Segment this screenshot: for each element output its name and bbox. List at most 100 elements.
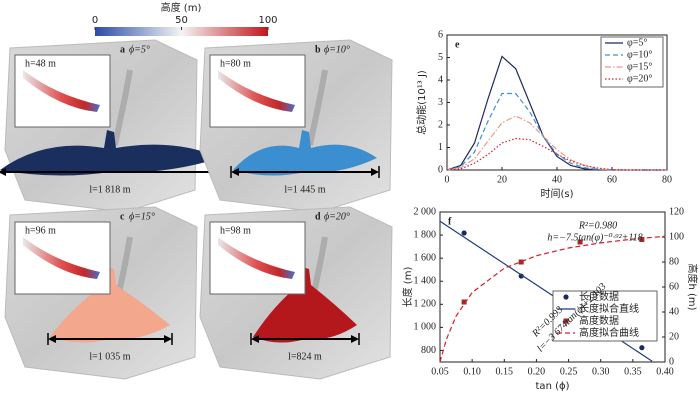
x-tick-label: 0.05 [431, 366, 449, 377]
inset [14, 221, 111, 295]
y-tick-label: 4 [438, 74, 443, 85]
inset-height: h=80 m [220, 58, 251, 69]
panel-angle: ϕ=10° [324, 44, 350, 55]
colorbar-tick-label: 100 [258, 15, 277, 26]
panel-angle: ϕ=5° [129, 44, 150, 55]
x-tick-label: 60 [607, 174, 617, 185]
legend-label: φ=20° [627, 73, 652, 84]
inset-streak [23, 237, 100, 279]
legend-label: 高度数据 [579, 314, 619, 327]
y-tick-label: 800 [421, 345, 436, 356]
deposit [253, 267, 357, 343]
x-tick-label: 80 [662, 174, 672, 185]
y-tick-label: 1 400 [414, 276, 437, 287]
y2-tick-label: 40 [669, 306, 679, 317]
y-tick-label: 3 [438, 97, 443, 108]
inset-height: h=98 m [220, 225, 251, 236]
panel-angle: ϕ=15° [129, 211, 155, 222]
series-line [446, 115, 667, 171]
length-label: l=1 445 m [284, 184, 325, 195]
data-point [518, 273, 524, 279]
length-label: l=824 m [288, 351, 322, 362]
x-tick-label: 0.15 [496, 366, 514, 377]
inset [209, 221, 306, 295]
deposit [233, 130, 377, 176]
y-tick-label: 1 000 [414, 322, 437, 333]
colorbar-tick-label: 50 [175, 15, 188, 26]
inset-height: h=48 m [25, 58, 56, 69]
annotation: R²=0.980 [578, 220, 617, 231]
legend-box [552, 290, 658, 342]
legend-box [600, 36, 664, 88]
legend-marker [563, 294, 569, 300]
channel [112, 69, 133, 146]
panel-angle: ϕ=20° [324, 211, 350, 222]
legend-label: φ=15° [627, 61, 652, 72]
y2-axis-label: 高度h (m) [686, 263, 699, 310]
data-point [577, 239, 583, 245]
y-tick-label: 2 [438, 119, 443, 130]
legend-label: 长度数据 [579, 290, 619, 303]
legend-label: φ=5° [627, 37, 647, 48]
x-tick-label: 0.40 [656, 366, 674, 377]
data-point [518, 259, 524, 265]
y-tick-label: 6 [438, 29, 443, 40]
x-tick-label: 0 [445, 174, 450, 185]
data-point [639, 345, 645, 351]
y-tick-label: 1 600 [414, 252, 437, 263]
inset-height: h=96 m [25, 225, 56, 236]
legend-label: 长度拟合直线 [579, 302, 639, 315]
annotation: h=−7.5tan(φ)⁻⁰·⁹²+118 [547, 232, 642, 243]
colorbar [95, 27, 268, 36]
inset-streak [218, 237, 295, 279]
x-axis-label: 时间(s) [540, 187, 573, 200]
y-tick-label: 1 [438, 142, 443, 153]
y-tick-label: 1 800 [414, 229, 437, 240]
x-tick-label: 40 [552, 174, 562, 185]
y-tick-label: 2 000 [414, 206, 437, 217]
series-line [439, 235, 666, 363]
panel-letter: f [448, 216, 452, 227]
panel-letter: d [315, 211, 321, 222]
series-line [446, 137, 667, 171]
x-tick-label: 0.10 [463, 366, 481, 377]
inset [209, 54, 306, 128]
data-point [461, 299, 467, 305]
y2-tick-label: 0 [669, 356, 674, 367]
inset-streak [23, 70, 100, 112]
y-axis-label: 总动能(10¹³ J) [415, 70, 428, 135]
y2-tick-label: 20 [669, 331, 679, 342]
y-axis-label: 长度 (m) [401, 267, 414, 308]
panel-letter: b [315, 44, 321, 55]
legend-label: 高度拟合曲线 [579, 326, 639, 339]
y-tick-label: 0 [438, 164, 443, 175]
panel-letter: c [120, 211, 125, 222]
deposit [0, 130, 220, 176]
y-tick-label: 1 200 [414, 299, 437, 310]
deposit [50, 267, 170, 343]
y2-tick-label: 60 [669, 281, 679, 292]
x-tick-label: 0.30 [592, 366, 610, 377]
channel [307, 69, 328, 146]
y2-tick-label: 120 [669, 206, 684, 217]
colorbar-tick-label: 0 [92, 15, 98, 26]
length-label: l=1 818 m [89, 184, 130, 195]
panel-letter: a [120, 44, 125, 55]
legend-label: φ=10° [627, 49, 652, 60]
legend-marker [563, 318, 569, 324]
inset [14, 54, 111, 128]
x-tick-label: 20 [497, 174, 507, 185]
inset-streak [218, 70, 295, 112]
x-tick-label: 0.35 [624, 366, 642, 377]
x-tick-label: 0.20 [528, 366, 546, 377]
x-axis-label: tan (ϕ) [536, 381, 570, 392]
length-label: l=1 035 m [89, 351, 130, 362]
series-line [446, 92, 667, 171]
panel-letter: e [455, 39, 460, 50]
data-point [639, 237, 645, 242]
colorbar-title: 高度 (m) [161, 1, 202, 14]
y2-tick-label: 100 [669, 231, 684, 242]
y2-tick-label: 80 [669, 256, 679, 267]
data-point [461, 230, 467, 236]
